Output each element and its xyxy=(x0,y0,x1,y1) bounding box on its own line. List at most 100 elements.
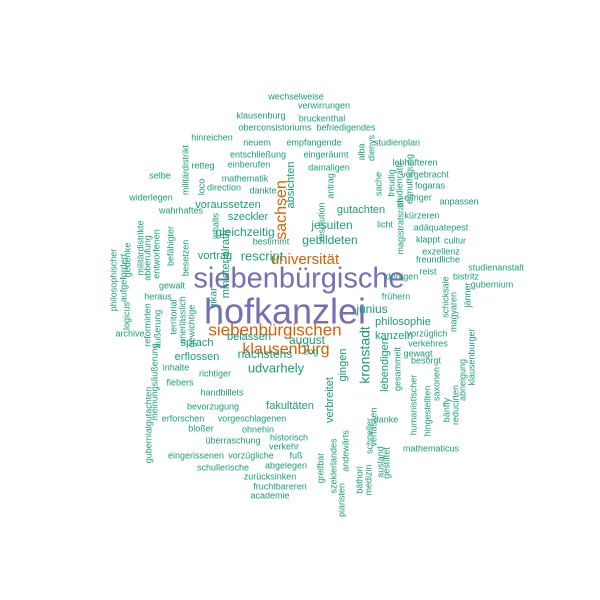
word-61: cultur xyxy=(444,235,466,245)
word-130: magyaren xyxy=(448,292,458,332)
word-30: verbreitet xyxy=(324,377,336,423)
word-39: empfangende xyxy=(286,137,341,147)
word-21: kanzeln xyxy=(375,330,413,342)
word-4: universität xyxy=(271,251,340,268)
word-77: verkehres xyxy=(408,338,448,348)
word-25: absichten xyxy=(285,161,297,208)
word-84: ohnehin xyxy=(242,424,274,434)
word-128: licht xyxy=(377,219,394,229)
word-18: sprach xyxy=(180,337,213,349)
word-88: danke xyxy=(374,414,399,424)
word-8: rescript xyxy=(241,248,284,263)
word-51: dankte xyxy=(249,185,276,195)
word-104: abberufung xyxy=(142,235,152,281)
word-24: gutachten xyxy=(337,204,385,216)
word-107: reformirten xyxy=(142,303,152,347)
word-146: schneller xyxy=(364,418,374,454)
word-119: sache xyxy=(373,172,383,196)
word-103: militärdistrikte xyxy=(135,220,145,275)
word-33: klausenburg xyxy=(236,110,285,120)
word-70: archive xyxy=(115,328,144,338)
word-95: zurücksinken xyxy=(244,471,297,481)
word-44: einberufen xyxy=(228,159,271,169)
word-31: wechselweise xyxy=(267,91,324,101)
word-83: bloßer xyxy=(188,423,214,433)
word-109: territorial xyxy=(168,299,178,334)
word-62: freundliche xyxy=(416,254,460,264)
word-96: fruchtbareren xyxy=(253,481,307,491)
word-147: ausland xyxy=(375,446,385,478)
word-47: vorgebracht xyxy=(401,169,449,179)
word-94: abgelegen xyxy=(265,460,307,470)
word-133: humanistischer xyxy=(408,375,418,436)
word-145: verfassen xyxy=(368,407,378,446)
word-60: klappt xyxy=(416,234,441,244)
word-16: gingen xyxy=(337,348,349,381)
word-106: befähigter xyxy=(165,226,175,266)
word-29: vikar xyxy=(209,287,220,309)
word-12: nächstens xyxy=(238,347,293,361)
word-90: eingerissenen xyxy=(168,450,224,460)
word-117: antrag xyxy=(325,173,335,199)
word-135: saxonen xyxy=(431,367,441,401)
word-82: vorgeschlagenen xyxy=(218,413,287,423)
word-92: fuß xyxy=(289,450,303,460)
word-40: studienplan xyxy=(374,137,420,147)
word-67: heraus xyxy=(144,291,172,301)
word-79: handbillets xyxy=(200,387,244,397)
word-15: august xyxy=(289,333,326,347)
word-144: medizin xyxy=(363,464,373,495)
word-58: adäquatepest xyxy=(414,222,469,232)
word-1: siebenbürgische xyxy=(193,263,404,295)
word-110: unerlässlich xyxy=(177,296,187,344)
word-7: udvarhely xyxy=(248,360,305,375)
word-137: reducirten xyxy=(450,385,460,425)
word-46: lebhafteren xyxy=(392,157,437,167)
word-48: mathematik xyxy=(222,173,269,183)
word-72: fiebers xyxy=(166,377,194,387)
word-41: entschließung xyxy=(230,149,286,159)
word-6: kronstadt xyxy=(357,326,373,384)
word-78: vorzüglich xyxy=(407,328,448,338)
word-5: sachsen xyxy=(273,180,290,240)
word-53: anpassen xyxy=(439,196,478,206)
word-35: oberconsistoriums xyxy=(238,122,312,132)
word-55: selbe xyxy=(149,170,171,180)
word-99: aufgefordert xyxy=(118,253,128,302)
word-42: eingeräumt xyxy=(303,149,349,159)
word-32: verwirrungen xyxy=(298,100,350,110)
word-63: reist xyxy=(419,266,437,276)
word-108: äußerung xyxy=(152,310,162,349)
word-38: neuem xyxy=(243,137,271,147)
word-148: gestiftet xyxy=(381,447,391,479)
word-126: dortigen xyxy=(386,271,419,281)
word-43: retteg xyxy=(191,160,214,170)
word-134: hingestellten xyxy=(422,386,432,437)
word-149: greifbar xyxy=(315,453,325,484)
word-138: abneigung xyxy=(457,359,467,401)
word-64: studienanstalt xyxy=(468,262,524,272)
word-68: gewalt xyxy=(159,280,186,290)
word-20: lebendigen xyxy=(379,338,391,392)
word-13: junius xyxy=(355,302,387,316)
word-101: logicus xyxy=(121,301,131,330)
word-121: alba xyxy=(356,143,366,160)
word-50: direction xyxy=(207,182,241,192)
word-22: philosophie xyxy=(375,316,431,328)
word-19: vortrag xyxy=(198,250,232,262)
word-112: meinungsäußerung xyxy=(149,343,159,421)
word-127: exzellenz xyxy=(422,246,460,256)
word-80: bevorzugung xyxy=(187,401,239,411)
word-116: loco xyxy=(196,179,206,196)
word-102: philosophischer xyxy=(108,249,118,312)
word-73: richtiger xyxy=(199,368,231,378)
word-3: klausenburg xyxy=(242,341,329,358)
word-28: szeckler xyxy=(228,211,269,223)
word-131: jänner xyxy=(462,282,472,308)
word-91: vorzügliche xyxy=(228,450,274,460)
word-36: befriedigendes xyxy=(316,122,376,132)
word-129: schicksale xyxy=(440,276,450,318)
word-132: gesammelt xyxy=(392,346,402,391)
